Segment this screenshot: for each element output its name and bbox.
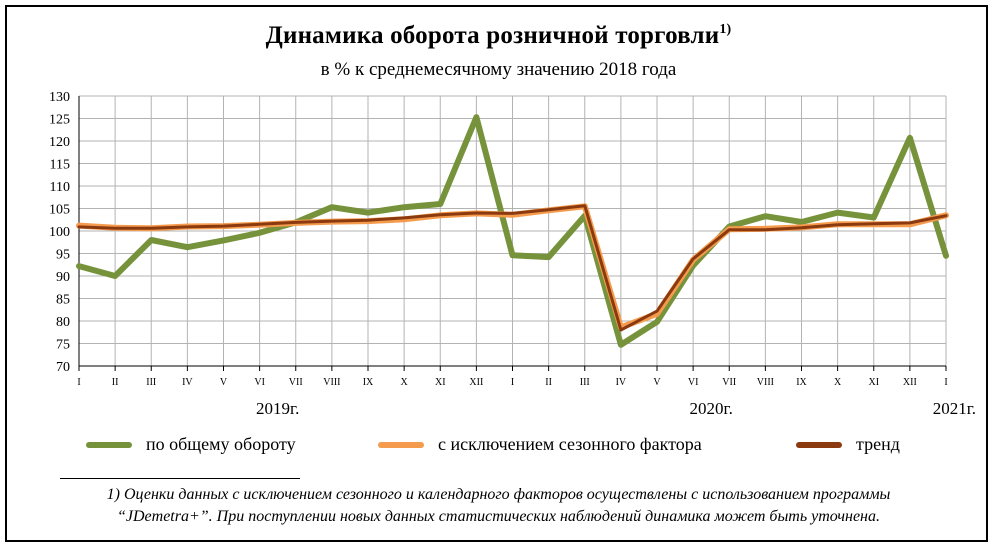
legend-item-total: по общему обороту (86, 434, 296, 455)
y-tick-label: 80 (56, 315, 70, 330)
legend-label-total: по общему обороту (146, 434, 296, 454)
footnote-separator (60, 478, 300, 479)
year-label: 2019г. (256, 399, 299, 418)
y-tick-label: 75 (56, 338, 70, 353)
x-tick-label: IX (363, 377, 374, 388)
chart-title: Динамика оборота розничной торговли1) (0, 22, 997, 50)
y-tick-label: 120 (49, 135, 70, 150)
legend-item-trend: тренд (796, 434, 900, 455)
x-tick-label: VI (254, 377, 265, 388)
legend-label-trend: тренд (856, 434, 900, 454)
legend-label-seasonal: с исключением сезонного фактора (438, 434, 702, 454)
x-tick-label: II (545, 377, 552, 388)
y-tick-label: 85 (56, 293, 70, 308)
x-tick-label: VI (688, 377, 699, 388)
x-tick-label: XI (435, 377, 446, 388)
chart-frame (5, 5, 988, 542)
x-tick-label: IX (796, 377, 807, 388)
x-tick-label: V (653, 377, 661, 388)
x-tick-label: V (220, 377, 228, 388)
y-tick-label: 105 (49, 203, 70, 218)
y-tick-label: 70 (56, 360, 70, 375)
x-tick-label: VII (289, 377, 303, 388)
legend-item-seasonal: с исключением сезонного фактора (378, 434, 702, 455)
x-tick-label: II (112, 377, 119, 388)
legend-swatch-trend (796, 441, 842, 448)
series-line-3 (77, 204, 948, 332)
year-label: 2021г. (933, 399, 976, 418)
x-tick-label: VIII (323, 377, 340, 388)
y-tick-label: 100 (49, 225, 70, 240)
axes (78, 96, 947, 371)
x-tick-label: VIII (757, 377, 774, 388)
legend-swatch-seasonal (378, 441, 424, 448)
x-tick-label: III (146, 377, 156, 388)
title-text: Динамика оборота розничной торговли (265, 22, 720, 49)
x-tick-label: VII (722, 377, 736, 388)
grid-lines (79, 95, 947, 366)
x-tick-label: X (834, 377, 842, 388)
chart-subtitle: в % к среднемесячному значению 2018 года (320, 59, 677, 80)
y-tick-label: 95 (56, 248, 70, 263)
x-tick-label: I (944, 377, 947, 388)
year-label: 2020г. (690, 399, 733, 418)
x-tick-label: IV (616, 377, 627, 388)
x-tick-label: XI (868, 377, 879, 388)
series-line-1 (76, 114, 949, 348)
x-tick-label: XII (903, 377, 917, 388)
footnote-line-2: “JDemetra+”. При поступлении новых данны… (116, 508, 880, 525)
x-tick-label: I (77, 377, 80, 388)
x-tick-label: I (511, 377, 514, 388)
y-tick-label: 115 (50, 158, 70, 173)
title-footnote-mark: 1) (719, 22, 732, 37)
x-tick-label: XII (469, 377, 483, 388)
x-tick-label: IV (182, 377, 193, 388)
x-tick-label: III (580, 377, 590, 388)
y-tick-label: 130 (49, 90, 70, 105)
series-lines (76, 114, 949, 348)
y-tick-label: 125 (49, 113, 70, 128)
y-tick-label: 110 (50, 180, 70, 195)
footnote-line-1: 1) Оценки данных с исключением сезонного… (106, 486, 891, 503)
legend-swatch-total (86, 441, 132, 448)
x-tick-label: X (401, 377, 409, 388)
y-tick-label: 90 (56, 270, 70, 285)
